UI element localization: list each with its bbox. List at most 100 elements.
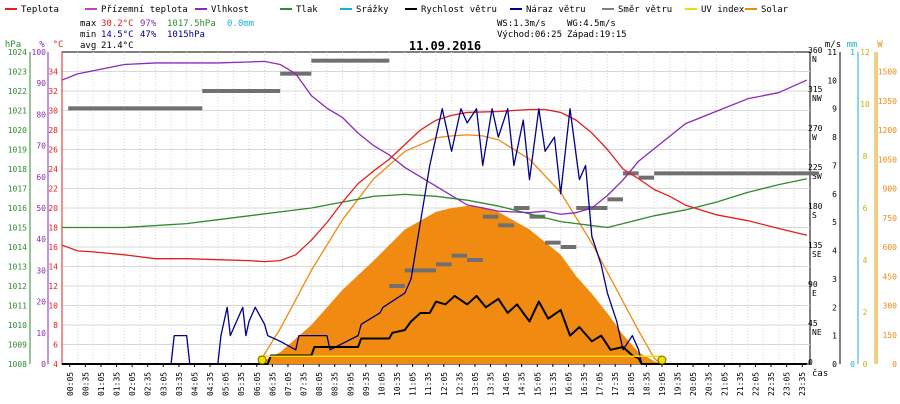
wind-direction-mark (124, 106, 156, 111)
pressure-tick-label: 1008 (8, 360, 27, 369)
wind-direction-mark (716, 171, 748, 176)
direction-tick-label: 180 (808, 202, 823, 211)
solar-tick-label: 750 (883, 214, 898, 223)
pressure-axis-unit: hPa (5, 40, 21, 50)
solar-tick-label: 1350 (878, 97, 897, 106)
humidity-tick-label: 40 (36, 235, 46, 244)
sunset-marker (657, 355, 667, 365)
temperature-tick-label: 30 (48, 107, 58, 116)
uv-tick-label: 4 (863, 256, 868, 265)
stat-min-temp: 14.5°C (101, 30, 134, 40)
wind-direction-mark (607, 197, 623, 202)
temperature-tick-label: 20 (48, 204, 58, 213)
humidity-tick-label: 100 (32, 48, 47, 57)
stat-max-temp: 30.2°C (101, 19, 134, 29)
rain-axis-unit: mm (847, 40, 858, 50)
direction-compass-label: SE (812, 250, 822, 259)
temperature-tick-label: 26 (48, 146, 58, 155)
x-tick-label: 07:35 (300, 372, 309, 396)
temperature-tick-label: 8 (53, 321, 58, 330)
legend-label: Směr větru (618, 5, 672, 15)
x-tick-label: 14:35 (518, 372, 527, 396)
x-tick-label: 15:05 (533, 372, 542, 396)
temperature-tick-label: 4 (53, 360, 58, 369)
pressure-tick-label: 1012 (8, 282, 27, 291)
solar-tick-label: 600 (883, 243, 898, 252)
wind-direction-mark (545, 240, 561, 245)
x-tick-label: 13:35 (487, 372, 496, 396)
x-tick-label: 05:05 (222, 372, 231, 396)
temperature-tick-label: 22 (48, 185, 58, 194)
x-tick-label: 20:05 (689, 372, 698, 396)
x-tick-label: 00:35 (81, 372, 90, 396)
uv-tick-label: 12 (860, 48, 870, 57)
solar-tick-label: 0 (892, 360, 897, 369)
stat-avg-temp: 21.4°C (101, 41, 134, 51)
x-tick-label: 05:35 (237, 372, 246, 396)
direction-tick-label: 45 (808, 319, 818, 328)
x-tick-label: 03:35 (175, 372, 184, 396)
wind-direction-mark (747, 171, 779, 176)
direction-tick-label: 360 (808, 46, 823, 55)
legend-label: Solar (761, 5, 789, 15)
x-tick-label: 08:05 (315, 372, 324, 396)
uv-tick-label: 2 (863, 308, 868, 317)
uv-tick-label: 0 (863, 360, 868, 369)
x-tick-label: 11:05 (409, 372, 418, 396)
x-tick-label: 22:35 (767, 372, 776, 396)
stat-min-label: min (80, 30, 96, 40)
x-tick-label: 22:05 (751, 372, 760, 396)
x-tick-label: 16:05 (564, 372, 573, 396)
wind-direction-mark (685, 171, 717, 176)
solar-area (258, 206, 661, 364)
x-tick-label: 17:05 (596, 372, 605, 396)
wind-direction-mark (529, 214, 546, 219)
legend-label: Tlak (296, 5, 318, 15)
wind-direction-mark (560, 245, 577, 249)
wind-direction-mark (389, 284, 405, 288)
wind-direction-mark (436, 262, 452, 267)
wind-direction-mark (373, 58, 390, 63)
uv-tick-label: 8 (863, 152, 868, 161)
wind-axis-unit: m/s (825, 40, 841, 50)
pressure-tick-label: 1021 (8, 107, 27, 116)
x-tick-label: 18:05 (627, 372, 636, 396)
humidity-tick-label: 0 (41, 360, 46, 369)
temperature-tick-label: 24 (48, 165, 58, 174)
stat-wg: WG:4.5m/s (567, 19, 616, 29)
wind-direction-mark (404, 268, 436, 273)
x-tick-label: 09:05 (346, 372, 355, 396)
temperature-tick-label: 10 (48, 302, 58, 311)
solar-tick-label: 450 (883, 272, 898, 281)
wind-direction-mark (311, 58, 343, 63)
wind-direction-mark (249, 89, 281, 93)
direction-tick-label: 0 (808, 358, 813, 367)
temperature-tick-label: 12 (48, 282, 58, 291)
x-tick-label: 01:05 (97, 372, 106, 396)
x-tick-label: 13:05 (471, 372, 480, 396)
wind-direction-mark (217, 89, 249, 93)
pressure-tick-label: 1018 (8, 165, 27, 174)
direction-tick-label: 90 (808, 280, 818, 289)
x-tick-label: 20:35 (705, 372, 714, 396)
wind-direction-mark (451, 253, 468, 258)
pressure-tick-label: 1024 (8, 48, 27, 57)
humidity-tick-label: 50 (36, 204, 46, 213)
wind-direction-mark (498, 223, 514, 228)
temperature-line (61, 108, 808, 263)
solar-tick-label: 1050 (878, 155, 897, 164)
axes: 1024102310221021102010191018101710161015… (5, 40, 897, 396)
wind-direction-mark (654, 171, 686, 176)
humidity-tick-label: 90 (36, 79, 46, 88)
sunrise-marker (257, 355, 267, 365)
pressure-line (62, 178, 808, 229)
x-tick-label: 04:35 (206, 372, 215, 396)
wind-direction-mark (93, 106, 125, 111)
rain-tick-label: 0 (850, 360, 855, 369)
temperature-tick-label: 16 (48, 243, 58, 252)
x-tick-label: 02:05 (128, 372, 137, 396)
legend-label: Rychlost větru (421, 5, 497, 15)
legend: Teplota Přízemní teplota Vlhkost Tlak Srážky… (5, 5, 789, 15)
wind-direction-mark (68, 106, 94, 111)
